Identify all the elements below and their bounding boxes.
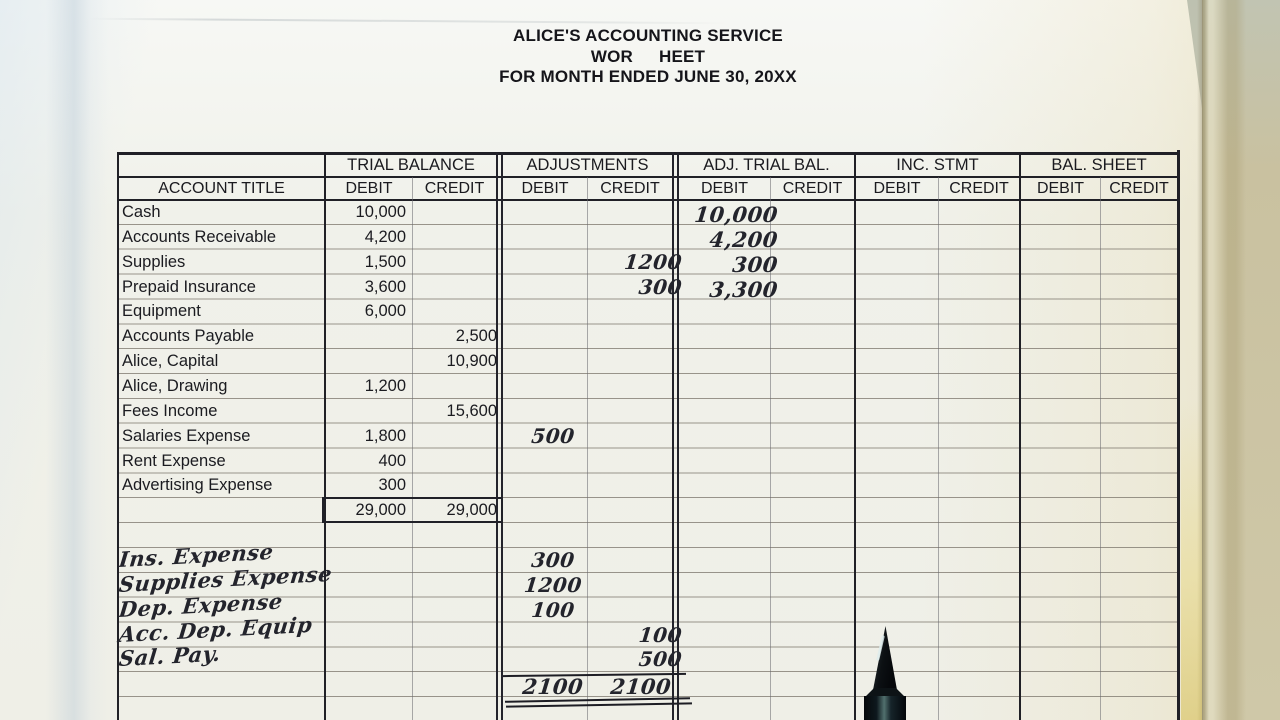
- adj-credit-handwritten: 300: [637, 274, 684, 299]
- group-header-inc-stmt: INC. STMT: [896, 156, 979, 174]
- document-title: ALICE'S ACCOUNTING SERVICE WOR HEET FOR M…: [398, 26, 898, 88]
- adj-debit-handwritten: 100: [530, 597, 576, 622]
- table-row: Alice, Drawing 1,200: [0, 374, 1280, 399]
- tb-debit-value: 10,000: [355, 203, 406, 221]
- tb-debit-value: 1,200: [364, 377, 406, 395]
- account-title: Salaries Expense: [122, 426, 251, 445]
- tb-debit-value: 300: [378, 476, 406, 495]
- atb-debit-handwritten: 4,200: [708, 226, 780, 252]
- column-header-inc-credit: CREDIT: [949, 180, 1009, 197]
- tb-debit-value: 6,000: [364, 302, 406, 321]
- title-line-3: FOR MONTH ENDED JUNE 30, 20XX: [499, 67, 797, 86]
- atb-debit-handwritten: 10,000: [693, 202, 780, 227]
- adj-debit-handwritten: 1200: [522, 572, 584, 597]
- column-header-bs-credit: CREDIT: [1109, 180, 1169, 197]
- table-row: Accounts Payable 2,500: [0, 324, 1280, 349]
- atb-debit-handwritten: 300: [731, 251, 780, 277]
- column-header-adj-debit: DEBIT: [521, 180, 569, 197]
- table-row: Rent Expense 400: [0, 449, 1280, 474]
- table-row: Alice, Capital 10,900: [0, 349, 1280, 374]
- tb-credit-value: 2,500: [455, 327, 497, 346]
- tb-total-debit: 29,000: [355, 501, 406, 520]
- adj-credit-handwritten: 500: [637, 647, 684, 672]
- atb-debit-handwritten: 3,300: [708, 276, 780, 302]
- background-right-strip: [1202, 0, 1280, 720]
- adj-totals-row: 2100 2100: [0, 672, 1280, 700]
- adj-debit-handwritten: 500: [530, 423, 576, 448]
- table-row: Cash 10,000 10,000: [0, 200, 1280, 227]
- group-header-bal-sheet: BAL. SHEET: [1051, 156, 1147, 174]
- adj-credit-handwritten: 1200: [623, 249, 684, 274]
- table-row: Fees Income 15,600: [0, 399, 1280, 424]
- title-line-2: WOR HEET: [590, 46, 706, 66]
- column-header-tb-debit: DEBIT: [345, 180, 393, 197]
- group-header-adj-trial-bal: ADJ. TRIAL BAL.: [703, 156, 830, 174]
- paper-right-edge: [1197, 0, 1203, 720]
- adj-total-debit: 2100: [521, 674, 585, 700]
- column-header-bs-debit: DEBIT: [1036, 180, 1085, 197]
- table-row: Accounts Receivable 4,200 4,200: [0, 225, 1280, 252]
- account-title: Prepaid Insurance: [122, 277, 256, 296]
- pen-shoulder: [864, 688, 906, 698]
- account-title: Equipment: [122, 302, 201, 321]
- column-header-account-title: ACCOUNT TITLE: [158, 180, 285, 197]
- paper-fold-shadow: [46, 0, 108, 720]
- account-title: Cash: [122, 203, 161, 221]
- table-row: Equipment 6,000: [0, 299, 1280, 324]
- group-header-trial-balance: TRIAL BALANCE: [347, 156, 475, 174]
- pen: [862, 626, 908, 720]
- tb-total-credit: 29,000: [446, 501, 497, 520]
- adj-credit-handwritten: 100: [637, 622, 684, 647]
- account-title: Accounts Payable: [122, 327, 255, 346]
- tb-credit-value: 10,900: [446, 352, 497, 371]
- row-grid-lines: [117, 200, 1179, 720]
- tb-debit-value: 1,500: [364, 252, 406, 271]
- table-row: Salaries Expense 1,800 500: [0, 424, 1280, 449]
- tb-debit-value: 400: [378, 451, 406, 470]
- column-header-tb-credit: CREDIT: [424, 180, 485, 197]
- tb-debit-value: 1,800: [364, 426, 406, 445]
- tb-credit-value: 15,600: [446, 401, 497, 420]
- handwritten-row: Sal. Pay. 500: [0, 641, 1280, 672]
- title-line-1: ALICE'S ACCOUNTING SERVICE: [513, 26, 783, 45]
- account-title: Fees Income: [122, 401, 218, 420]
- account-title: Advertising Expense: [122, 476, 273, 495]
- totals-row: 29,000 29,000: [0, 498, 1280, 523]
- trial-balance-totals-box: [322, 497, 503, 523]
- tb-debit-value: 3,600: [364, 277, 406, 296]
- tb-debit-value: 4,200: [364, 227, 406, 246]
- paper-edge-glow: [1181, 400, 1202, 720]
- group-header-adjustments: ADJUSTMENTS: [526, 156, 649, 174]
- account-title: Alice, Capital: [122, 352, 219, 371]
- column-header-inc-debit: DEBIT: [873, 180, 921, 197]
- account-title: Accounts Receivable: [122, 227, 277, 246]
- column-header-atb-debit: DEBIT: [700, 180, 749, 197]
- table-row: Prepaid Insurance 3,600 300 3,300: [0, 274, 1280, 302]
- table-row: Supplies 1,500 1200 300: [0, 249, 1280, 277]
- adj-total-credit: 2100: [609, 674, 673, 700]
- account-title: Supplies: [122, 252, 186, 271]
- column-header-adj-credit: CREDIT: [600, 180, 660, 197]
- account-title: Alice, Drawing: [122, 377, 228, 395]
- pen-barrel: [864, 696, 906, 720]
- column-header-atb-credit: CREDIT: [782, 180, 843, 197]
- adj-debit-handwritten: 300: [530, 547, 576, 572]
- table-row: Advertising Expense 300: [0, 473, 1280, 498]
- account-title: Rent Expense: [122, 451, 226, 470]
